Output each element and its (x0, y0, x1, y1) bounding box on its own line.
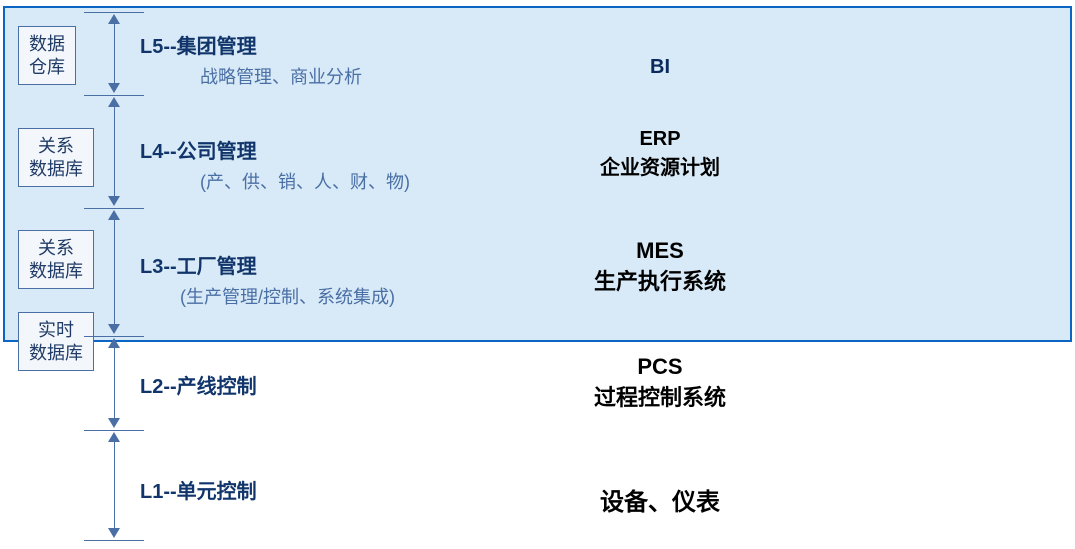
level-l2: L2--产线控制 (140, 370, 257, 399)
bracket-arrow-up (108, 14, 120, 24)
level-l3: L3--工厂管理 (生产管理/控制、系统集成) (140, 250, 395, 309)
bracket-arrow-up (108, 338, 120, 348)
apex-label: BI (605, 56, 715, 79)
level-l1: L1--单元控制 (140, 475, 257, 504)
layer-label: ERP企业资源计划 (505, 128, 815, 180)
bracket-rule (84, 208, 144, 209)
bracket-line (114, 218, 115, 326)
db-box-rtdb: 实时数据库 (18, 312, 94, 371)
bracket-rule (84, 95, 144, 96)
level-sub: (产、供、销、人、财、物) (140, 168, 410, 194)
level-head: L4--公司管理 (140, 135, 410, 164)
diagram-stage: 数据仓库关系数据库关系数据库实时数据库L5--集团管理战略管理、商业分析L4--… (0, 0, 1075, 549)
db-box-rdb1: 关系数据库 (18, 128, 94, 187)
bracket-line (114, 440, 115, 530)
layer-label: 设备、仪表 (280, 482, 1040, 517)
bracket-rule (84, 336, 144, 337)
pyramid-layer-erp: ERP企业资源计划 (505, 92, 815, 196)
bracket-arrow-down (108, 196, 120, 206)
bracket-arrow-up (108, 210, 120, 220)
level-head: L2--产线控制 (140, 370, 257, 399)
bracket-line (114, 105, 115, 198)
pyramid-apex: BI (605, 10, 715, 88)
pyramid-layer-mes: MES生产执行系统 (415, 200, 905, 314)
bracket-rule (84, 540, 144, 541)
level-l4: L4--公司管理 (产、供、销、人、财、物) (140, 135, 410, 194)
bracket-line (114, 346, 115, 420)
level-l5: L5--集团管理战略管理、商业分析 (140, 30, 362, 89)
level-head: L3--工厂管理 (140, 250, 395, 279)
bracket-arrow-down (108, 528, 120, 538)
layer-label: MES生产执行系统 (415, 238, 905, 296)
layer-label: PCS过程控制系统 (340, 354, 980, 412)
bracket-line (114, 22, 115, 85)
bracket-rule (84, 430, 144, 431)
level-head: L1--单元控制 (140, 475, 257, 504)
bracket-arrow-up (108, 97, 120, 107)
level-sub: (生产管理/控制、系统集成) (140, 283, 395, 309)
bracket-arrow-up (108, 432, 120, 442)
pyramid-layer-dev: 设备、仪表 (280, 432, 1040, 540)
bracket-rule (84, 12, 144, 13)
level-sub: 战略管理、商业分析 (140, 63, 362, 89)
db-box-dw: 数据仓库 (18, 26, 76, 85)
level-head: L5--集团管理 (140, 30, 362, 59)
db-box-rdb2: 关系数据库 (18, 230, 94, 289)
bracket-arrow-down (108, 83, 120, 93)
bracket-arrow-down (108, 418, 120, 428)
pyramid-layer-pcs: PCS过程控制系统 (340, 318, 980, 428)
bracket-arrow-down (108, 324, 120, 334)
